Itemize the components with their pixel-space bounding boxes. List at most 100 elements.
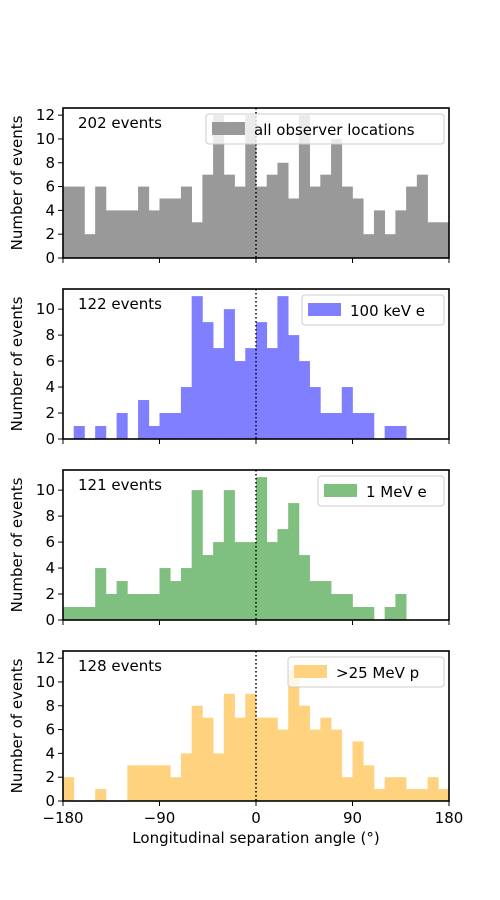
histogram-bar	[320, 717, 332, 801]
y-tick-label: 4	[45, 201, 55, 219]
x-tick-label: 0	[251, 809, 261, 827]
histogram-bar	[309, 581, 321, 620]
y-tick-label: 10	[36, 300, 55, 318]
legend-label: 100 keV e	[350, 302, 425, 320]
histogram-bar	[159, 568, 171, 620]
histogram-bar	[384, 234, 396, 258]
panels-group: 0 2 4 6 8 10 12 Number of events 202 events all o…	[8, 106, 463, 827]
histogram-bar	[341, 387, 353, 439]
histogram-bar	[256, 717, 268, 801]
histogram-bar	[245, 348, 257, 439]
event-count-annotation: 122 events	[78, 295, 162, 313]
histogram-bar	[223, 693, 235, 801]
histogram-bar	[352, 198, 364, 258]
histogram-bar	[266, 174, 278, 258]
histogram-bar	[180, 753, 193, 801]
histogram-bar	[438, 789, 450, 801]
legend: >25 MeV p	[287, 656, 445, 688]
histogram-bar	[288, 198, 300, 258]
histogram-bar	[331, 138, 343, 258]
histogram-bar	[363, 413, 375, 439]
histogram-bar	[170, 413, 182, 439]
histogram-bar	[341, 777, 353, 801]
histogram-bar	[256, 322, 268, 439]
histogram-bar	[309, 729, 321, 801]
legend: 1 MeV e	[317, 475, 445, 507]
histogram-bar	[363, 607, 375, 620]
histogram-bar	[213, 753, 225, 801]
panel-2: 0 2 4 6 8 10 Number of events 122 events 100 keV…	[8, 288, 450, 448]
histogram-bar	[331, 594, 343, 620]
histogram-bar	[223, 309, 235, 439]
y-tick-label: 10	[36, 130, 55, 148]
histogram-bar	[73, 186, 85, 258]
histogram-bar	[138, 186, 150, 258]
histogram-bar	[213, 115, 225, 258]
histogram-bar	[148, 765, 160, 801]
y-tick-label: 6	[45, 178, 55, 196]
histogram-bar	[320, 174, 332, 258]
histogram-bar	[277, 729, 289, 801]
y-tick-label: 6	[45, 721, 55, 739]
histogram-bar	[148, 210, 160, 258]
histogram-bar	[331, 729, 343, 801]
histogram-bar	[170, 581, 182, 620]
y-tick-label: 2	[45, 404, 55, 422]
y-tick-label: 8	[45, 154, 55, 172]
histogram-bar	[363, 234, 375, 258]
legend-swatch	[324, 484, 357, 497]
y-axis-label: Number of events	[8, 477, 26, 612]
histogram-bar	[180, 568, 193, 620]
legend-label: >25 MeV p	[336, 664, 419, 682]
y-tick-label: 4	[45, 559, 55, 577]
histogram-bar	[148, 594, 160, 620]
histogram-bar	[288, 335, 300, 439]
y-tick-label: 0	[45, 792, 55, 810]
histogram-bar	[395, 594, 407, 620]
event-count-annotation: 128 events	[78, 657, 162, 675]
histogram-bar	[138, 594, 150, 620]
histogram-bar	[95, 426, 107, 439]
y-tick-label: 0	[45, 611, 55, 629]
histogram-bar	[406, 789, 418, 801]
histogram-bar	[105, 210, 117, 258]
histogram-bar	[373, 789, 386, 801]
histogram-bar	[266, 542, 278, 620]
histogram-bar	[266, 348, 278, 439]
histogram-bar	[159, 198, 171, 258]
histogram-bar	[309, 186, 321, 258]
histogram-bar	[320, 581, 332, 620]
y-tick-label: 12	[36, 106, 55, 124]
histogram-bar	[213, 542, 225, 620]
histogram-bar	[341, 186, 353, 258]
histogram-bar	[298, 115, 310, 258]
histogram-bar	[63, 777, 75, 801]
y-tick-label: 10	[36, 481, 55, 499]
histogram-bar	[288, 503, 300, 620]
histogram-bar	[84, 234, 96, 258]
y-tick-label: 12	[36, 649, 55, 667]
histogram-bar	[63, 186, 75, 258]
histogram-bar	[138, 400, 150, 439]
y-axis-label: Number of events	[8, 296, 26, 431]
histogram-bar	[95, 186, 107, 258]
histogram-bar	[234, 186, 246, 258]
x-axis-label: Longitudinal separation angle (°)	[132, 829, 379, 847]
histogram-bar	[277, 529, 289, 620]
legend-box	[287, 656, 445, 688]
histogram-bar	[438, 222, 450, 258]
y-tick-label: 2	[45, 768, 55, 786]
histogram-bar	[223, 174, 235, 258]
y-tick-label: 10	[36, 673, 55, 691]
histogram-bar	[373, 210, 386, 258]
histogram-bar	[159, 765, 171, 801]
y-tick-label: 0	[45, 249, 55, 267]
histogram-bar	[105, 594, 117, 620]
x-tick-label: 180	[435, 809, 464, 827]
y-tick-label: 8	[45, 326, 55, 344]
x-tick-label: −90	[144, 809, 176, 827]
histogram-bar	[191, 222, 203, 258]
y-tick-label: 6	[45, 352, 55, 370]
histogram-bar	[202, 555, 214, 620]
